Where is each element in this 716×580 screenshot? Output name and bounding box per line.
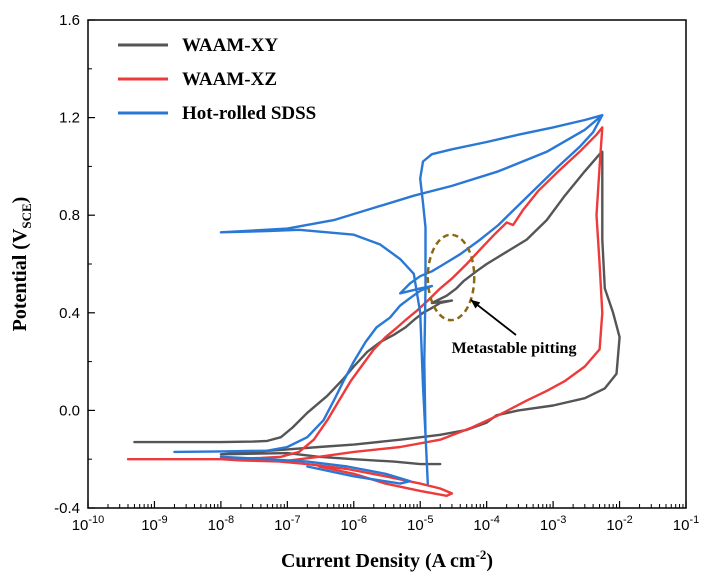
annotation-label: Metastable pitting (452, 340, 577, 357)
legend-label: Hot-rolled SDSS (182, 103, 316, 124)
x-tick-label: 10-1 (673, 514, 699, 534)
x-axis-label: Current Density (A cm-2) (281, 547, 493, 572)
annotation: Metastable pitting (426, 233, 577, 357)
legend: WAAM-XY WAAM-XZ Hot-rolled SDSS (118, 35, 316, 124)
x-tick-label: 10-3 (540, 514, 566, 534)
y-axis-label: Potential (VSCE) (9, 197, 34, 332)
x-tick-label: 10-9 (141, 514, 167, 534)
x-tick-label: 10-6 (341, 514, 367, 534)
series-line-2 (173, 114, 604, 485)
y-tick-label: 1.6 (59, 12, 80, 29)
axis-ticks: 10-10 10-9 10-8 10-7 10-6 10-5 10-4 10-3 10-2 10-… (54, 12, 699, 534)
x-tick-label: 10-2 (606, 514, 632, 534)
x-tick-label: 10-10 (72, 514, 105, 534)
annotation-arrow-line (470, 299, 517, 336)
x-tick-label: 10-4 (473, 514, 499, 534)
x-tick-label: 10-7 (274, 514, 300, 534)
series-line-3 (219, 455, 412, 485)
plot-frame (87, 19, 687, 509)
y-tick-label: 0.0 (59, 402, 80, 419)
annotation-ellipse (426, 233, 476, 322)
legend-label: WAAM-XY (182, 35, 278, 56)
y-tick-label: 1.2 (59, 110, 80, 127)
y-tick-label: 0.8 (59, 207, 80, 224)
y-tick-label: 0.4 (59, 305, 80, 322)
plot-area (126, 114, 621, 497)
legend-label: WAAM-XZ (182, 69, 277, 90)
annotation-arrow-head (470, 299, 481, 309)
x-tick-label: 10-5 (407, 514, 433, 534)
series-line-1 (126, 126, 604, 497)
y-tick-label: -0.4 (54, 500, 80, 517)
x-tick-label: 10-8 (208, 514, 234, 534)
